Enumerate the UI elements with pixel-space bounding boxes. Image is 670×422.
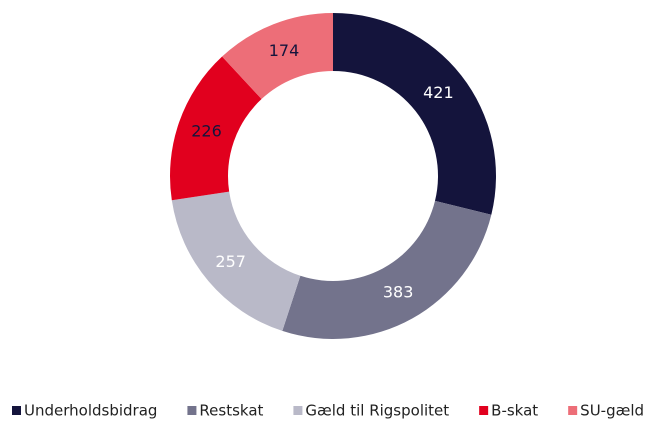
legend-swatch <box>12 406 21 415</box>
data-label: 226 <box>191 121 222 140</box>
data-label: 174 <box>269 41 300 60</box>
legend-label: Underholdsbidrag <box>24 402 157 420</box>
legend-swatch <box>187 406 197 415</box>
donut-slice <box>222 13 333 100</box>
donut-slice <box>333 13 496 215</box>
donut-slice <box>282 200 492 339</box>
legend-label: SU-gæld <box>580 402 644 420</box>
legend-label: Restskat <box>199 402 263 420</box>
data-label: 421 <box>423 83 454 102</box>
data-label: 383 <box>383 283 414 302</box>
legend-swatch <box>568 406 578 415</box>
data-label: 257 <box>215 252 246 271</box>
legend-swatch <box>293 406 303 415</box>
legend-swatch <box>479 406 489 415</box>
legend-label: B-skat <box>491 402 538 420</box>
legend-label: Gæld til Rigspolitet <box>305 402 449 420</box>
donut-slice <box>171 191 301 331</box>
donut-slice <box>170 56 262 201</box>
